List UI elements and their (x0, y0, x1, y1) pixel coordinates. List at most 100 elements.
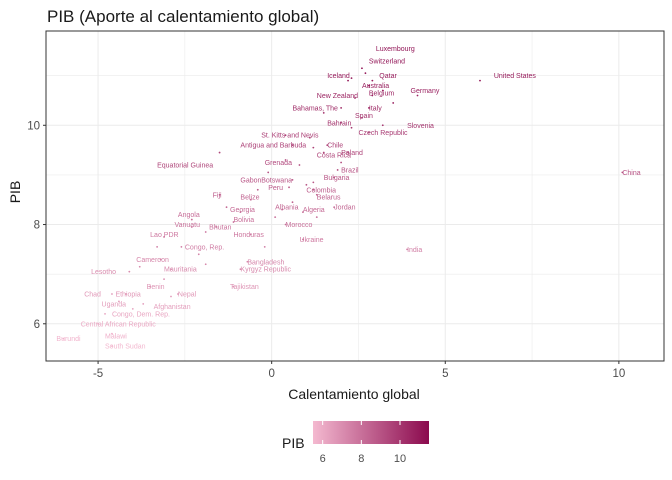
legend-tick-label: 8 (358, 453, 364, 465)
data-point (218, 151, 221, 154)
legend-tick-label: 10 (394, 453, 406, 465)
point-label: Nepal (178, 292, 197, 299)
data-point (315, 193, 318, 196)
legend-colorbar (313, 421, 429, 444)
data-point (315, 216, 318, 218)
point-label: Mauritania (164, 267, 197, 274)
data-point (284, 134, 287, 137)
point-label: Costa Rica (317, 153, 351, 160)
data-point (308, 136, 311, 139)
point-label: St. Kitts and Nevis (261, 133, 319, 140)
point-label: Antigua and Barbuda (240, 143, 306, 150)
data-point (180, 245, 183, 248)
points-layer (62, 67, 624, 348)
data-point (298, 164, 301, 166)
point-label: Afghanistan (154, 304, 191, 311)
point-label: Spain (355, 113, 373, 120)
y-tick-label: 6 (34, 319, 40, 331)
point-label: Honduras (233, 232, 264, 239)
point-label: Burundi (56, 336, 81, 343)
data-point (340, 121, 343, 124)
point-label: South Sudan (105, 344, 146, 351)
data-point (138, 265, 141, 268)
point-label: Tajikistan (230, 284, 259, 291)
point-label: Malawi (105, 334, 127, 341)
data-point (239, 268, 242, 271)
point-label: Ukraine (299, 237, 323, 244)
point-label: Bolivia (233, 217, 254, 224)
x-axis-ticks: -5 0 5 10 (93, 361, 625, 380)
data-point (246, 260, 249, 263)
x-tick-label: 10 (612, 368, 625, 380)
x-tick-label: -5 (93, 368, 103, 380)
data-point (350, 77, 353, 80)
point-label: United States (494, 73, 537, 80)
data-point (347, 79, 349, 82)
point-label: Colombia (306, 187, 336, 194)
point-label: Uganda (102, 301, 127, 308)
data-point (111, 332, 113, 335)
data-point (354, 97, 356, 99)
data-point (479, 79, 481, 82)
data-point (170, 295, 172, 298)
plot-border (45, 30, 665, 362)
point-label: Congo, Dem. Rep. (112, 311, 170, 318)
point-label: Central African Republic (81, 321, 157, 328)
color-legend: PIB 6 8 10 (282, 421, 429, 465)
data-point (367, 107, 370, 109)
point-label: Brazil (341, 167, 359, 174)
point-label: Slovenia (407, 123, 434, 130)
data-point (392, 102, 395, 104)
data-point (350, 126, 353, 129)
point-label: Ethiopia (115, 292, 140, 299)
data-point (284, 223, 287, 226)
point-label: Chad (84, 292, 101, 299)
point-label: Australia (362, 83, 389, 90)
data-point (621, 171, 624, 174)
point-label: Belarus (317, 195, 341, 202)
point-label: Qatar (379, 73, 397, 80)
data-point (263, 245, 266, 248)
data-point (118, 300, 120, 303)
data-point (104, 312, 106, 315)
data-point (371, 94, 374, 97)
data-point (333, 176, 336, 179)
data-point (197, 253, 200, 256)
point-label: Jordan (334, 205, 356, 212)
data-point (215, 226, 218, 228)
point-label: Gabon (240, 177, 261, 184)
point-label: Grenada (265, 160, 292, 167)
data-point (347, 151, 349, 154)
data-point (291, 144, 294, 147)
legend-title: PIB (282, 435, 305, 451)
data-point (361, 67, 363, 70)
y-axis-ticks: 6 8 10 (27, 120, 46, 331)
point-label: Kyrgyz Republic (240, 267, 291, 274)
point-label: Benin (147, 284, 165, 291)
legend-tick-label: 6 (320, 453, 326, 465)
plot-panel (46, 31, 664, 361)
data-point (291, 178, 294, 181)
data-point (111, 345, 113, 348)
point-label: Morocco (286, 222, 313, 229)
data-point (333, 206, 336, 209)
point-label: Belize (240, 195, 259, 202)
data-point (190, 218, 193, 221)
data-point (340, 161, 343, 164)
data-point (232, 221, 235, 223)
data-point (204, 263, 207, 266)
point-labels-layer: Luxembourg Switzerland Iceland Qatar United … (56, 46, 640, 351)
data-point (302, 211, 304, 214)
point-label: Bahamas, The (293, 105, 339, 112)
data-point (163, 236, 165, 238)
data-point (156, 245, 159, 248)
data-point (416, 94, 419, 97)
x-axis-title: Calentamiento global (288, 386, 420, 402)
point-label: Equatorial Guinea (157, 162, 213, 169)
x-tick-label: 5 (442, 368, 448, 380)
data-point (142, 303, 145, 305)
chart-title: PIB (Aporte al calentamiento global) (47, 7, 319, 26)
data-point (232, 285, 235, 288)
data-point (159, 258, 162, 261)
point-label: Georgia (230, 207, 255, 214)
